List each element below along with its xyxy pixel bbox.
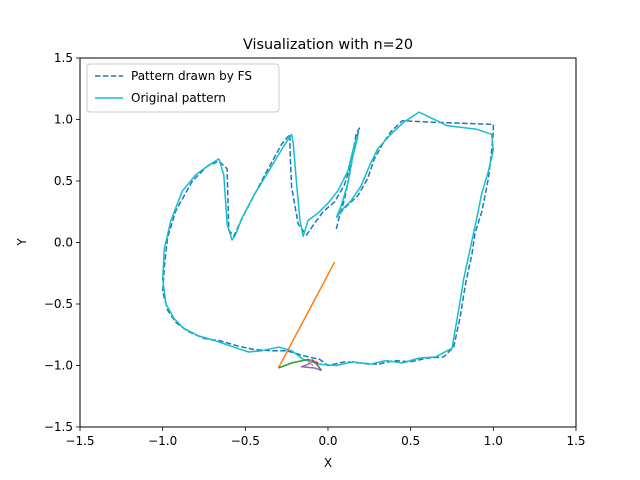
- series-line-original-pattern: [161, 111, 495, 367]
- x-axis-label: X: [324, 456, 332, 470]
- x-tick-label: 1.5: [566, 434, 585, 448]
- series-line-segment-5: [300, 363, 322, 372]
- chart-title: Visualization with n=20: [243, 37, 413, 53]
- x-axis: −1.5 −1.0 −0.5 0.0 0.5 1.0 1.5: [65, 427, 586, 448]
- series-line-segment-2: [277, 261, 336, 369]
- x-tick-label: 0.5: [401, 434, 420, 448]
- x-tick-label: 0.0: [318, 434, 337, 448]
- x-tick-label: −1.0: [148, 434, 177, 448]
- y-tick-label: −1.0: [44, 359, 73, 373]
- series-line-segment-6: [311, 358, 322, 371]
- y-axis-label: Y: [15, 238, 29, 247]
- y-tick-label: 0.5: [54, 174, 73, 188]
- legend-label-original-pattern: Original pattern: [131, 91, 226, 105]
- y-tick-label: −0.5: [44, 297, 73, 311]
- legend-box: [86, 63, 280, 113]
- series-line-segment-7: [309, 359, 314, 367]
- plot-area: [80, 58, 576, 427]
- x-tick-label: −0.5: [231, 434, 260, 448]
- x-tick-label: −1.5: [65, 434, 94, 448]
- y-tick-label: 1.0: [54, 113, 73, 127]
- y-tick-label: 0.0: [54, 236, 73, 250]
- y-axis: −1.5 −1.0 −0.5 0.0 0.5 1.0 1.5: [44, 51, 80, 434]
- y-tick-label: −1.5: [44, 420, 73, 434]
- x-tick-label: 1.0: [484, 434, 503, 448]
- legend-label-pattern-drawn: Pattern drawn by FS: [131, 69, 252, 83]
- legend: Pattern drawn by FS Original pattern: [86, 63, 280, 113]
- series-layer: [161, 111, 495, 372]
- y-tick-label: 1.5: [54, 51, 73, 65]
